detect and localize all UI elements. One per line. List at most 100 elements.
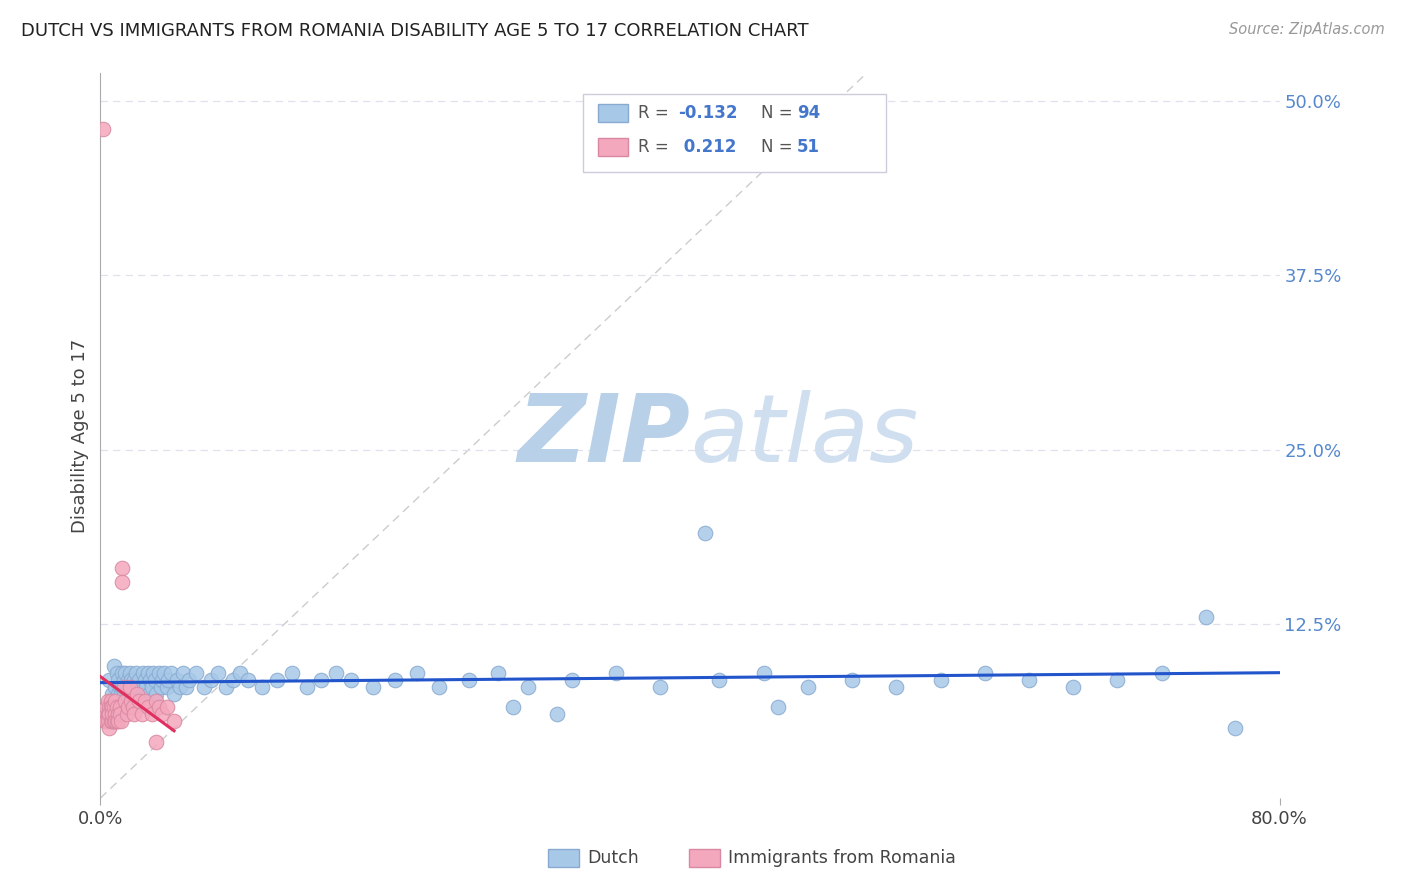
Point <box>136 665 159 680</box>
Point <box>100 714 122 729</box>
Point <box>1150 665 1173 680</box>
Point <box>97 693 120 707</box>
Point <box>236 673 259 687</box>
Point <box>752 665 775 680</box>
Point <box>149 680 172 694</box>
Point <box>118 680 141 694</box>
Point <box>108 700 131 714</box>
Point <box>177 673 200 687</box>
Y-axis label: Disability Age 5 to 17: Disability Age 5 to 17 <box>72 338 89 533</box>
Point <box>160 665 183 680</box>
Text: 0.212: 0.212 <box>678 138 737 156</box>
Point <box>129 687 152 701</box>
Point <box>163 714 186 729</box>
Point <box>141 707 163 722</box>
Point <box>516 680 538 694</box>
Point <box>114 693 136 707</box>
Point <box>134 673 156 687</box>
Text: ZIP: ZIP <box>517 390 690 482</box>
Text: -0.132: -0.132 <box>678 104 737 122</box>
Point <box>929 673 952 687</box>
Text: atlas: atlas <box>690 390 918 481</box>
Point <box>174 680 197 694</box>
Point <box>96 714 118 729</box>
Point <box>148 665 170 680</box>
Point <box>841 673 863 687</box>
Point <box>169 680 191 694</box>
Point <box>546 707 568 722</box>
Point <box>131 680 153 694</box>
Point <box>1018 673 1040 687</box>
Point <box>117 673 139 687</box>
Point <box>136 700 159 714</box>
Point <box>118 680 141 694</box>
Point <box>502 700 524 714</box>
Point <box>605 665 627 680</box>
Point <box>361 680 384 694</box>
Point <box>214 680 236 694</box>
Point <box>91 121 114 136</box>
Point <box>186 665 208 680</box>
Point <box>98 700 121 714</box>
Point <box>142 665 165 680</box>
Text: 51: 51 <box>797 138 820 156</box>
Point <box>768 700 790 714</box>
Point <box>104 714 127 729</box>
Point <box>561 673 583 687</box>
Point <box>266 673 288 687</box>
Point <box>1107 673 1129 687</box>
Text: Immigrants from Romania: Immigrants from Romania <box>728 849 956 867</box>
Point <box>110 714 132 729</box>
Text: R =: R = <box>638 138 675 156</box>
Point <box>427 680 450 694</box>
Point <box>100 693 122 707</box>
Point <box>97 714 120 729</box>
Point <box>797 680 820 694</box>
Point <box>384 673 406 687</box>
Point <box>229 665 252 680</box>
Point <box>94 714 117 729</box>
Point <box>486 665 509 680</box>
Point <box>100 700 122 714</box>
Point <box>121 700 143 714</box>
Point <box>121 687 143 701</box>
Point <box>105 714 128 729</box>
Point <box>145 687 167 701</box>
Point <box>107 673 129 687</box>
Point <box>166 673 188 687</box>
Text: Dutch: Dutch <box>588 849 640 867</box>
Point <box>115 707 138 722</box>
Point <box>125 665 148 680</box>
Text: N =: N = <box>761 104 797 122</box>
Point <box>222 673 245 687</box>
Point <box>103 658 125 673</box>
Point <box>172 665 194 680</box>
Point <box>96 700 118 714</box>
Point <box>148 700 170 714</box>
Point <box>134 693 156 707</box>
Point <box>127 687 149 701</box>
Point <box>121 680 143 694</box>
Point <box>156 700 179 714</box>
Text: 94: 94 <box>797 104 821 122</box>
Text: Source: ZipAtlas.com: Source: ZipAtlas.com <box>1229 22 1385 37</box>
Point <box>115 693 138 707</box>
Point <box>112 680 135 694</box>
Point <box>650 680 672 694</box>
Point <box>107 707 129 722</box>
Point <box>139 673 162 687</box>
Point <box>104 707 127 722</box>
Point <box>120 693 142 707</box>
Point <box>122 673 145 687</box>
Point <box>457 673 479 687</box>
Point <box>406 665 429 680</box>
Point <box>200 673 222 687</box>
Point <box>104 693 127 707</box>
Point <box>108 707 131 722</box>
Point <box>127 680 149 694</box>
Point <box>145 735 167 749</box>
Text: N =: N = <box>761 138 797 156</box>
Point <box>884 680 907 694</box>
Point <box>131 707 153 722</box>
Point <box>193 680 215 694</box>
